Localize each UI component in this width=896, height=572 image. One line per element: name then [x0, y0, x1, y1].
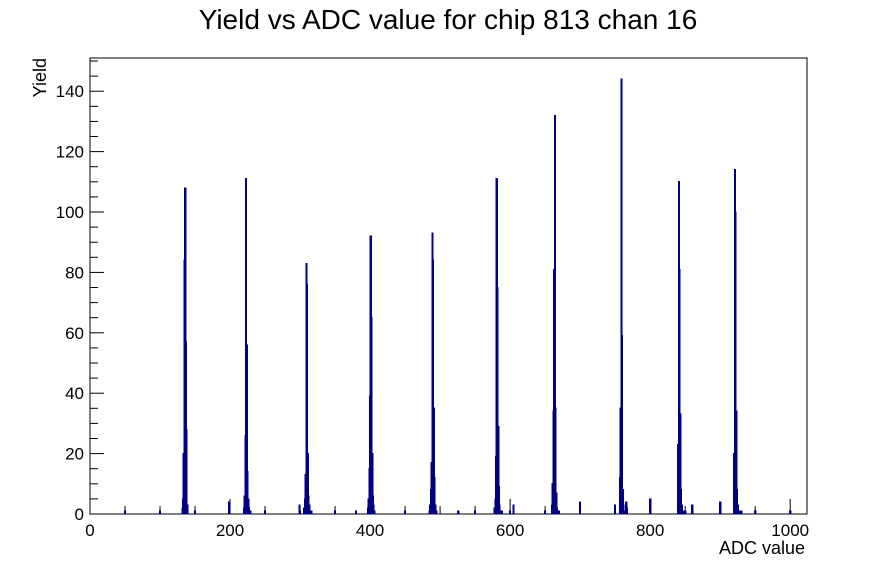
- histogram-bar: [354, 510, 358, 515]
- histogram-series: [123, 78, 792, 515]
- histogram-bar: [158, 510, 162, 515]
- histogram-bar: [186, 504, 189, 515]
- y-tick-label: 140: [56, 82, 84, 101]
- histogram-bar: [435, 510, 438, 515]
- histogram-bar: [185, 428, 188, 515]
- histogram-bar: [789, 510, 792, 515]
- histogram-bar: [333, 510, 337, 515]
- x-tick-label: 800: [636, 521, 664, 540]
- histogram-bar: [310, 510, 313, 515]
- histogram-bar: [649, 498, 652, 515]
- x-tick-label: 1000: [771, 521, 809, 540]
- x-axis-tick-labels: 0 200 400 600 800 1000: [85, 521, 809, 540]
- y-axis-ticks: [90, 60, 104, 515]
- histogram-bar: [740, 510, 743, 515]
- histogram-bar: [474, 510, 477, 515]
- histogram-bar: [500, 510, 503, 515]
- histogram-bar: [509, 510, 512, 515]
- histogram-bar: [249, 510, 252, 515]
- y-tick-label: 100: [56, 203, 84, 222]
- y-tick-label: 40: [65, 384, 84, 403]
- histogram-bar: [123, 510, 127, 515]
- histogram-bar: [228, 501, 231, 515]
- histogram-bar: [373, 510, 376, 515]
- histogram-bar: [579, 501, 582, 515]
- histogram-bar: [684, 510, 687, 515]
- chart-title: Yield vs ADC value for chip 813 chan 16: [199, 4, 698, 35]
- histogram-bar: [754, 510, 757, 515]
- y-tick-label: 20: [65, 445, 84, 464]
- histogram-bar: [614, 504, 617, 515]
- histogram-bar: [719, 501, 722, 515]
- x-axis-label: ADC value: [719, 538, 805, 558]
- y-axis-tick-labels: 0 20 40 60 80 100 120 140: [56, 82, 84, 524]
- x-tick-label: 0: [85, 521, 94, 540]
- histogram-bar: [457, 510, 460, 515]
- histogram-bar: [263, 510, 267, 515]
- x-tick-label: 400: [356, 521, 384, 540]
- histogram-bar: [558, 510, 561, 515]
- histogram-bar: [544, 510, 547, 515]
- histogram-bar: [403, 510, 407, 515]
- y-tick-label: 0: [75, 505, 84, 524]
- plot-frame: [89, 57, 808, 515]
- histogram-bar: [512, 504, 515, 515]
- histogram-bar: [621, 335, 624, 515]
- histogram-bar: [193, 510, 197, 515]
- y-tick-label: 80: [65, 263, 84, 282]
- x-tick-label: 200: [216, 521, 244, 540]
- x-tick-label: 600: [496, 521, 524, 540]
- histogram-bar: [691, 504, 694, 515]
- y-tick-label: 120: [56, 143, 84, 162]
- y-axis-label: Yield: [30, 58, 50, 97]
- histogram-bar: [298, 510, 302, 515]
- histogram-bar: [625, 507, 629, 515]
- y-tick-label: 60: [65, 324, 84, 343]
